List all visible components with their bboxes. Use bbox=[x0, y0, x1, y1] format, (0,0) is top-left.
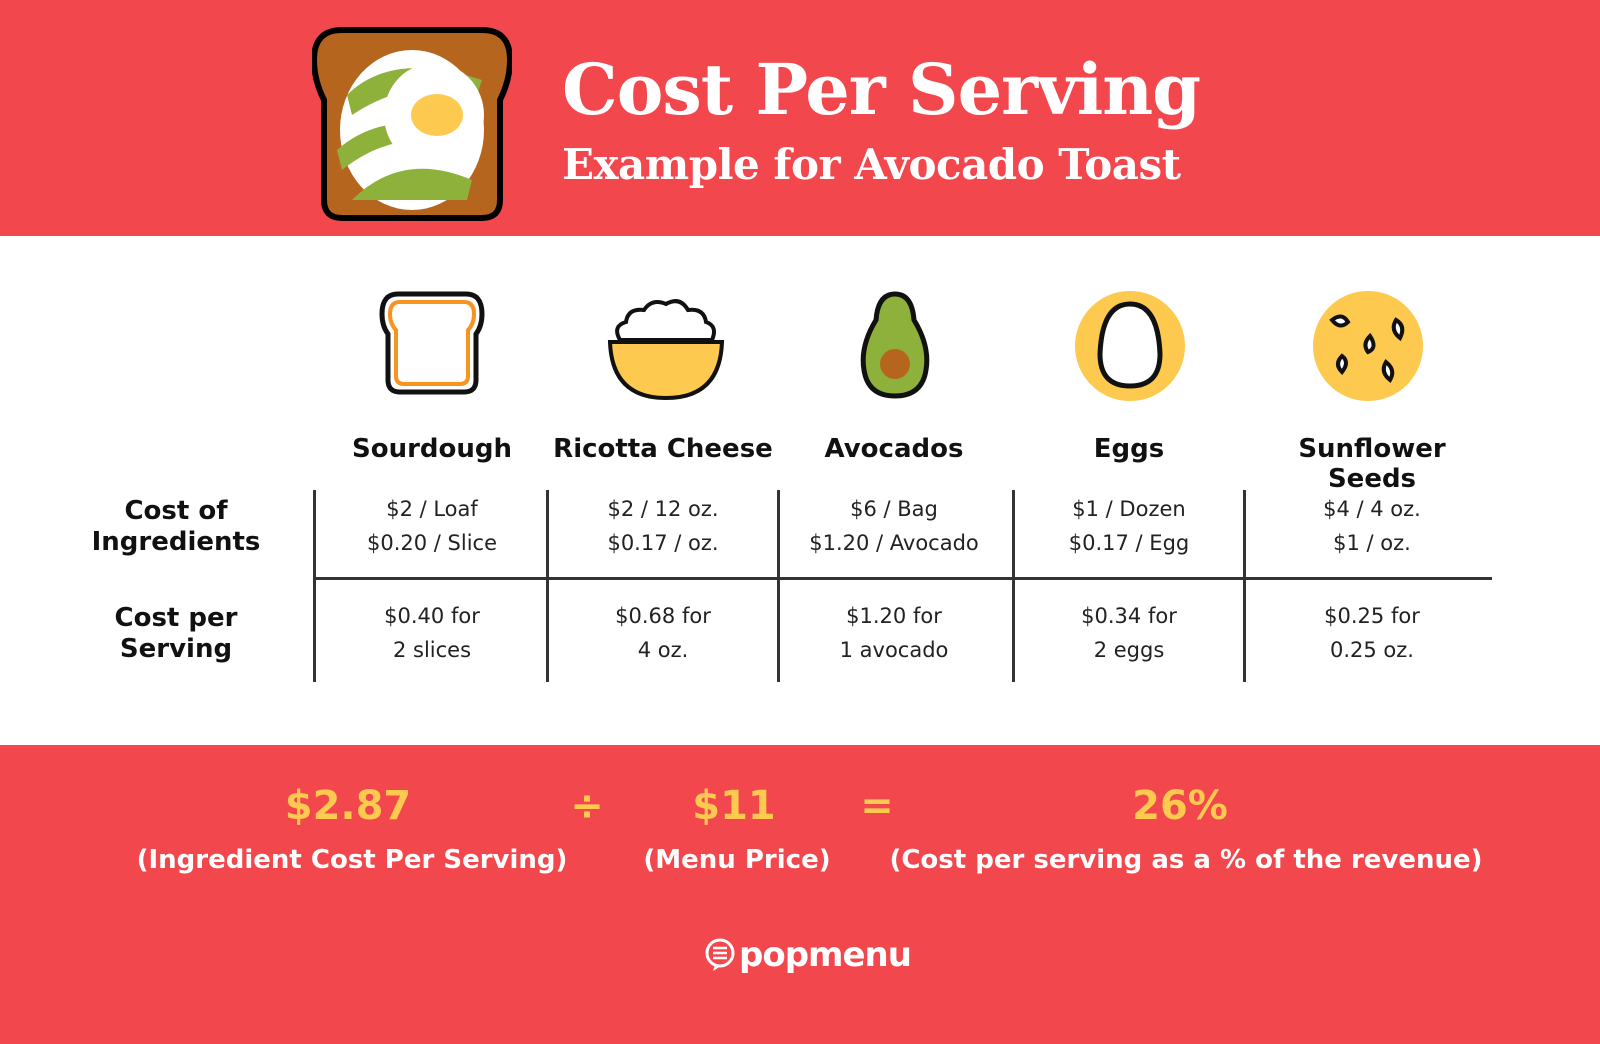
divide-sign: ÷ bbox=[570, 783, 604, 829]
row-divider bbox=[315, 577, 1492, 580]
avocado-toast-icon bbox=[312, 27, 512, 221]
ingredient-cost-value: $2.87 bbox=[284, 783, 412, 829]
menu-price-value: $11 bbox=[692, 783, 776, 829]
column-header-eggs: Eggs bbox=[1093, 434, 1165, 464]
row-label-ingredients: Cost of Ingredients bbox=[91, 496, 261, 557]
formula-banner: $2.87 ÷ $11 = 26% (Ingredient Cost Per S… bbox=[0, 745, 1600, 1044]
divider bbox=[313, 490, 316, 682]
divider bbox=[546, 490, 549, 682]
cost-cell: $2 / 12 oz. $0.17 / oz. bbox=[607, 497, 719, 555]
divider bbox=[777, 490, 780, 682]
column-header-sourdough: Sourdough bbox=[351, 434, 513, 464]
serving-cell: $0.25 for 0.25 oz. bbox=[1324, 604, 1420, 662]
column-header-seeds: Sunflower Seeds bbox=[1298, 434, 1446, 494]
bread-slice-icon bbox=[379, 291, 485, 395]
menu-price-caption: (Menu Price) bbox=[643, 845, 831, 875]
cost-cell: $6 / Bag $1.20 / Avocado bbox=[809, 497, 979, 555]
avocado-icon bbox=[860, 291, 930, 399]
page-subtitle: Example for Avocado Toast bbox=[562, 140, 1181, 189]
cost-percentage-value: 26% bbox=[1132, 783, 1228, 829]
column-header-avocados: Avocados bbox=[824, 434, 964, 464]
ricotta-bowl-icon bbox=[607, 299, 725, 401]
equals-sign: = bbox=[860, 783, 894, 829]
cost-cell: $1 / Dozen $0.17 / Egg bbox=[1068, 497, 1190, 555]
serving-cell: $0.34 for 2 eggs bbox=[1081, 604, 1177, 662]
column-header-ricotta: Ricotta Cheese bbox=[553, 434, 773, 464]
popmenu-logo-icon bbox=[705, 938, 735, 971]
popmenu-wordmark: popmenu bbox=[739, 935, 912, 975]
page-title: Cost Per Serving bbox=[562, 48, 1201, 131]
row-label-serving: Cost per Serving bbox=[114, 603, 238, 664]
cost-cell: $2 / Loaf $0.20 / Slice bbox=[366, 497, 497, 555]
serving-cell: $1.20 for 1 avocado bbox=[839, 604, 949, 662]
header-banner: Cost Per Serving Example for Avocado Toa… bbox=[0, 0, 1600, 236]
cost-percentage-caption: (Cost per serving as a % of the revenue) bbox=[889, 845, 1483, 875]
sunflower-seeds-icon bbox=[1313, 291, 1423, 401]
serving-cell: $0.68 for 4 oz. bbox=[615, 604, 711, 662]
egg-icon bbox=[1075, 291, 1185, 401]
serving-cell: $0.40 for 2 slices bbox=[384, 604, 480, 662]
cost-cell: $4 / 4 oz. $1 / oz. bbox=[1323, 497, 1421, 555]
ingredient-cost-caption: (Ingredient Cost Per Serving) bbox=[136, 845, 568, 875]
popmenu-logo: popmenu bbox=[705, 935, 912, 975]
divider bbox=[1243, 490, 1246, 682]
divider bbox=[1012, 490, 1015, 682]
